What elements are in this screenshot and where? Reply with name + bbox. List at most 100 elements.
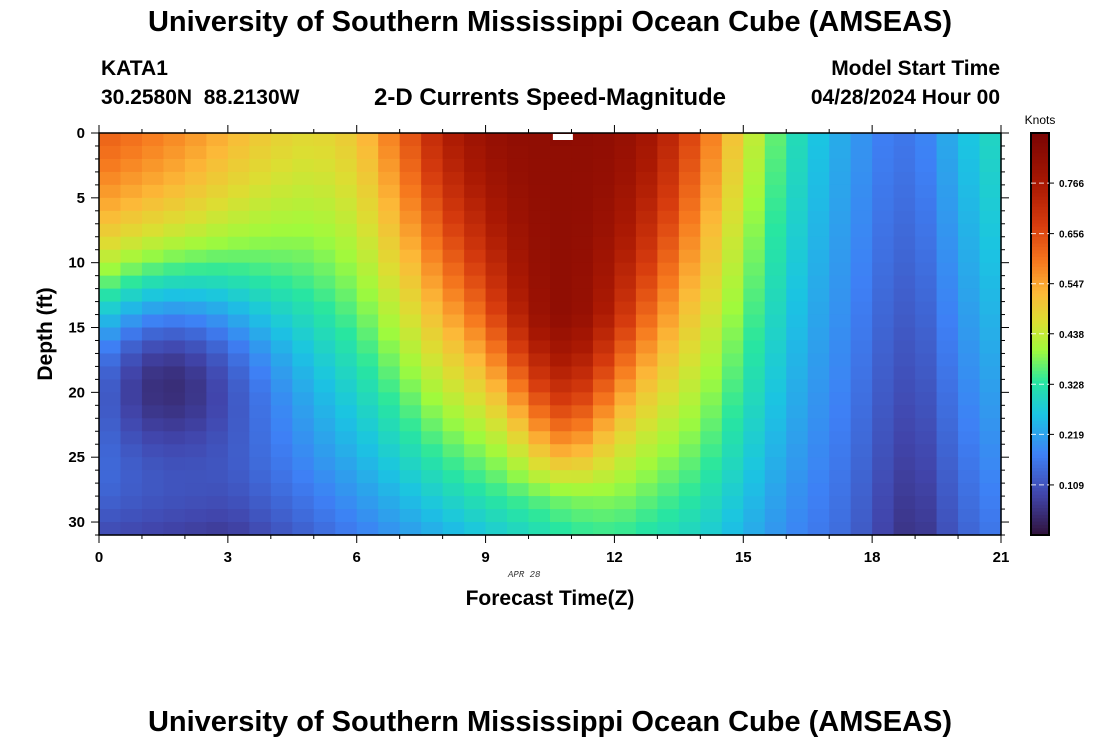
heatmap-cell [657, 184, 680, 199]
heatmap-cell [915, 522, 938, 536]
heatmap-cell [206, 496, 229, 510]
heatmap-cell [163, 210, 186, 225]
heatmap-cell [571, 418, 594, 432]
heatmap-cell [464, 340, 487, 355]
heatmap-cell [850, 210, 873, 225]
heatmap-cell [120, 301, 143, 316]
heatmap-cell [464, 210, 487, 225]
heatmap-cell [958, 496, 981, 510]
heatmap-cell [979, 327, 1002, 342]
heatmap-cell [829, 457, 852, 471]
heatmap-cell [249, 379, 272, 393]
heatmap-cell [528, 133, 551, 147]
heatmap-cell [614, 340, 637, 355]
heatmap-cell [829, 301, 852, 316]
heatmap-cell [979, 262, 1002, 277]
heatmap-cell [313, 509, 336, 523]
colorbar-step [1031, 370, 1049, 375]
heatmap-cell [399, 210, 422, 225]
heatmap-cell [721, 366, 744, 380]
heatmap-cell [227, 353, 250, 368]
heatmap-cell [227, 431, 250, 445]
heatmap-cell [141, 288, 165, 303]
heatmap-cell [378, 418, 401, 432]
heatmap-cell [700, 301, 723, 316]
colorbar-step [1031, 380, 1049, 385]
heatmap-cell [120, 133, 143, 147]
heatmap-cell [893, 483, 916, 497]
heatmap-cell [936, 145, 959, 160]
heatmap-cell [850, 158, 873, 173]
colorbar-step [1031, 176, 1049, 181]
heatmap-cell [700, 275, 723, 290]
heatmap-cell [743, 327, 766, 342]
heatmap-cell [227, 275, 250, 290]
heatmap-cell [872, 418, 895, 432]
heatmap-cell [442, 353, 465, 368]
colorbar-step [1031, 390, 1049, 395]
heatmap-cell [313, 444, 336, 458]
heatmap-cell [120, 171, 143, 186]
colorbar-step [1031, 474, 1049, 479]
heatmap-cell [421, 405, 444, 419]
heatmap-cell [571, 145, 594, 160]
heatmap-cell [313, 314, 336, 329]
heatmap-cell [399, 301, 422, 316]
heatmap-cell [829, 431, 852, 445]
heatmap-cell [206, 288, 229, 303]
heatmap-cell [99, 249, 122, 264]
heatmap-cell [464, 392, 487, 406]
heatmap-cell [979, 158, 1002, 173]
heatmap-cell [764, 327, 787, 342]
heatmap-cell [743, 457, 766, 471]
heatmap-cell [829, 327, 852, 342]
heatmap-cell [936, 470, 959, 484]
heatmap-cell [872, 509, 895, 523]
heatmap-cell [507, 145, 530, 160]
heatmap-cell [979, 392, 1002, 406]
heatmap-cell [678, 431, 701, 445]
heatmap-cell [485, 431, 508, 445]
heatmap-cell [700, 210, 723, 225]
heatmap-cell [850, 184, 873, 199]
heatmap-cell [141, 444, 165, 458]
colorbar-step [1031, 501, 1049, 506]
heatmap-cell [936, 405, 959, 419]
heatmap-cell [958, 366, 981, 380]
heatmap-cell [206, 158, 229, 173]
heatmap-cell [442, 301, 465, 316]
heatmap-cell [958, 340, 981, 355]
colorbar-step [1031, 511, 1049, 516]
heatmap-cell [592, 184, 616, 199]
heatmap-cell [528, 275, 551, 290]
heatmap-cell [786, 392, 809, 406]
heatmap-cell [270, 262, 293, 277]
heatmap-cell [571, 249, 594, 264]
heatmap-cell [678, 444, 701, 458]
heatmap-cell [958, 158, 981, 173]
heatmap-cell [550, 405, 573, 419]
heatmap-cell [141, 184, 165, 199]
heatmap-cell [764, 262, 787, 277]
heatmap-cell [184, 340, 207, 355]
heatmap-cell [678, 133, 701, 147]
heatmap-cell [99, 366, 122, 380]
colorbar-units: Knots [1025, 113, 1056, 127]
heatmap-cell [442, 158, 465, 173]
heatmap-cell [184, 158, 207, 173]
heatmap-cell [807, 145, 830, 160]
heatmap-cell [721, 314, 744, 329]
colorbar-step [1031, 411, 1049, 415]
heatmap-cell [421, 340, 444, 355]
colorbar-step [1031, 461, 1049, 466]
heatmap-cell [850, 470, 873, 484]
heatmap-cell [206, 314, 229, 329]
heatmap-cell [99, 275, 122, 290]
heatmap-cell [442, 262, 465, 277]
heatmap-cell [872, 353, 895, 368]
heatmap-cell [635, 301, 658, 316]
heatmap-cell [163, 444, 186, 458]
colorbar-step [1031, 290, 1049, 295]
heatmap-cell [141, 496, 165, 510]
heatmap-cell [227, 145, 250, 160]
